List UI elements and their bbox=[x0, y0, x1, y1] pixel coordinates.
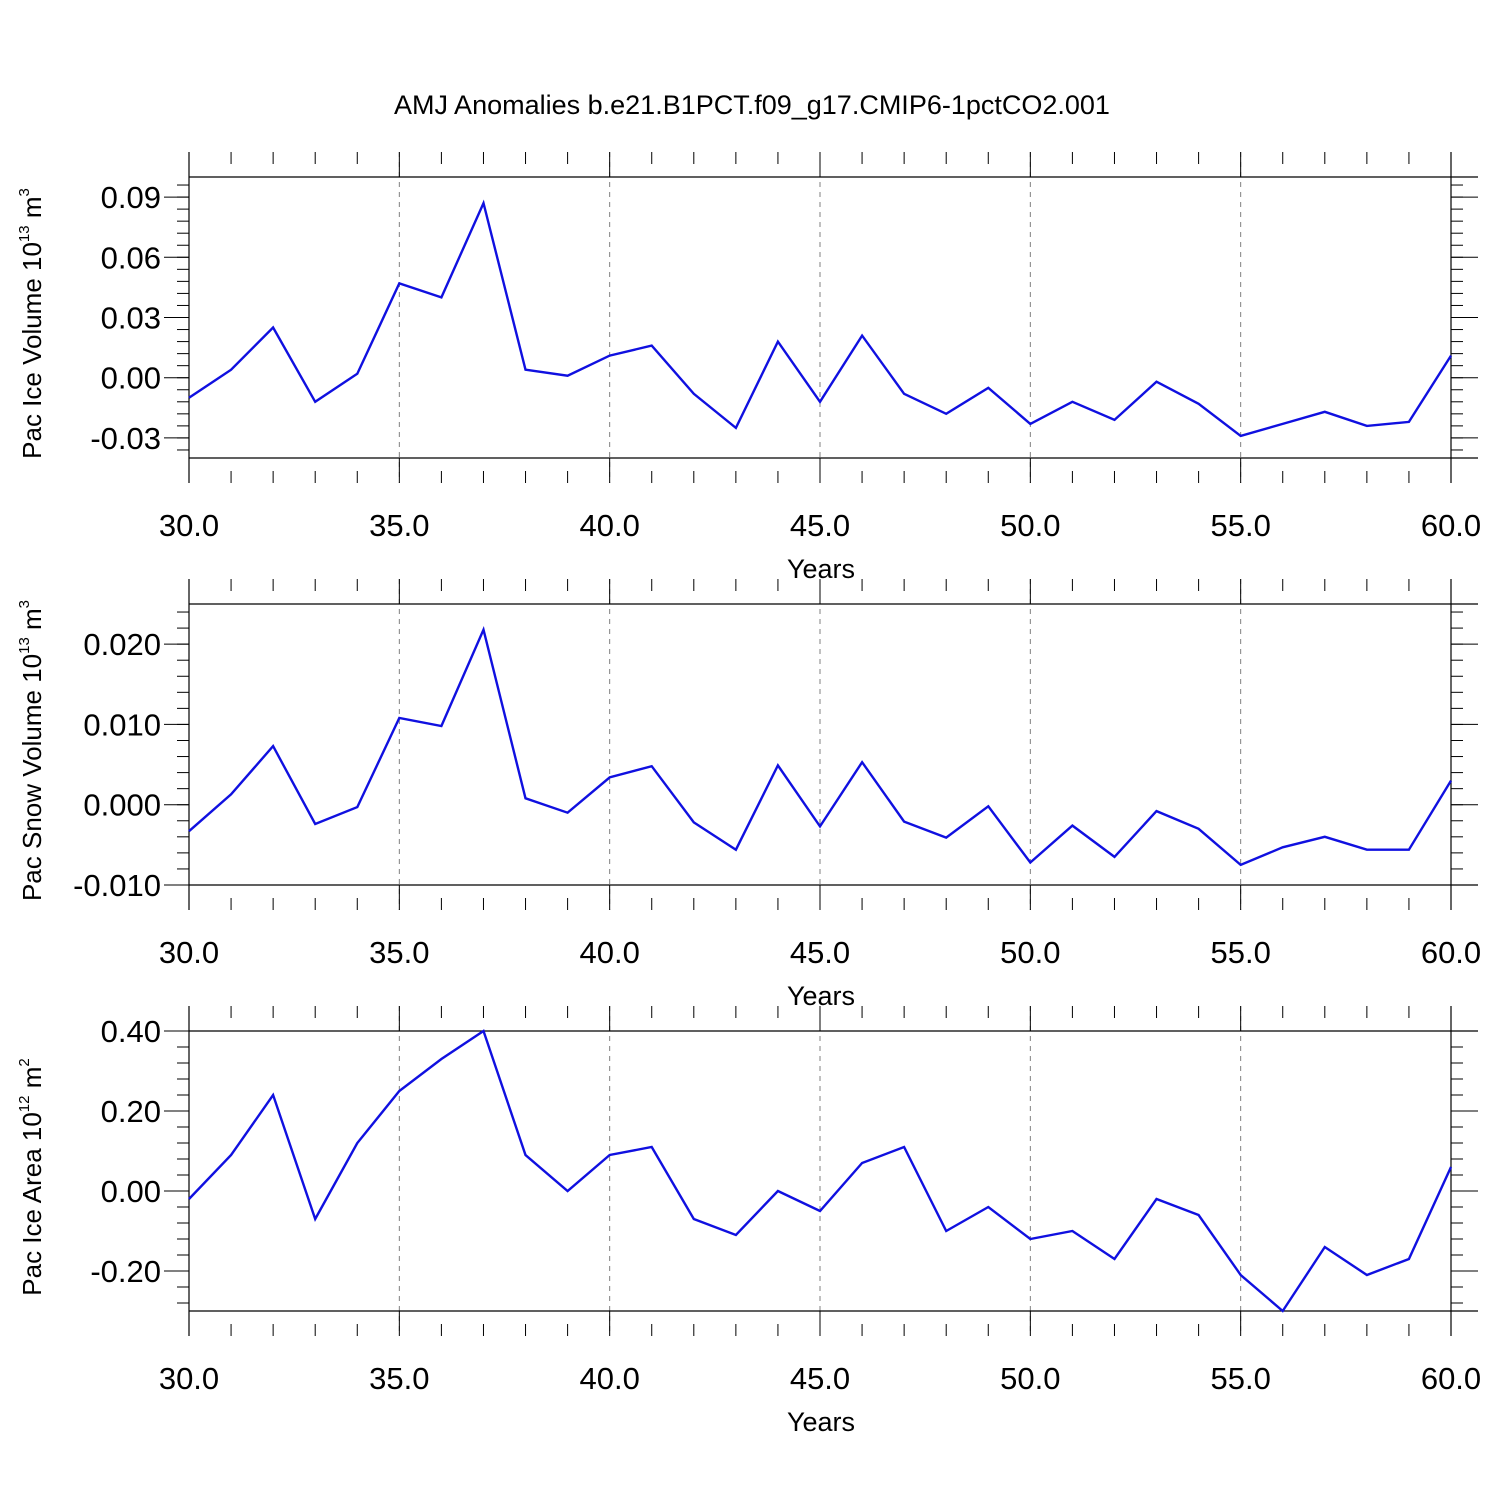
y-label-text: Pac Snow Volume 10 bbox=[17, 654, 47, 901]
x-tick-label: 35.0 bbox=[369, 935, 429, 970]
x-tick-label: 30.0 bbox=[159, 935, 219, 970]
y-label-superscript: 13 bbox=[16, 225, 33, 242]
y-label-superscript: 13 bbox=[16, 637, 33, 654]
x-tick-label: 45.0 bbox=[790, 935, 850, 970]
x-tick-label: 60.0 bbox=[1421, 935, 1481, 970]
x-tick-label: 50.0 bbox=[1000, 508, 1060, 543]
x-tick-label: 40.0 bbox=[579, 1361, 639, 1396]
y-axis-label: Pac Ice Area 1012 m2 bbox=[16, 1058, 47, 1295]
figure-title: AMJ Anomalies b.e21.B1PCT.f09_g17.CMIP6-… bbox=[394, 90, 1110, 120]
x-tick-label: 35.0 bbox=[369, 508, 429, 543]
x-axis-label: Years bbox=[787, 1407, 855, 1437]
y-tick-label: 0.20 bbox=[101, 1094, 161, 1129]
x-tick-label: 30.0 bbox=[159, 508, 219, 543]
series-line bbox=[188, 1029, 1453, 1313]
panel-3: -0.20 0.00 0.20 0.40 30.0 35.0 40.0 45.0 50.0 55.… bbox=[16, 1006, 1481, 1437]
x-axis-label: Years bbox=[787, 981, 855, 1011]
y-tick-label: -0.20 bbox=[90, 1254, 161, 1289]
x-tick-label: 35.0 bbox=[369, 1361, 429, 1396]
y-tick-label: 0.40 bbox=[101, 1014, 161, 1049]
x-tick-label: 60.0 bbox=[1421, 508, 1481, 543]
y-label-superscript: 3 bbox=[16, 188, 33, 196]
x-tick-label: 50.0 bbox=[1000, 1361, 1060, 1396]
y-tick-label: 0.010 bbox=[83, 707, 161, 742]
y-axis-label: Pac Ice Volume 1013 m3 bbox=[16, 188, 47, 459]
x-tick-label: 55.0 bbox=[1210, 1361, 1270, 1396]
x-tick-label: 30.0 bbox=[159, 1361, 219, 1396]
x-tick-label: 40.0 bbox=[579, 935, 639, 970]
y-tick-label: -0.03 bbox=[90, 421, 161, 456]
series-line bbox=[188, 199, 1453, 438]
y-label-text: Pac Ice Area 10 bbox=[17, 1112, 47, 1296]
x-axis-label: Years bbox=[787, 554, 855, 584]
x-tick-label: 60.0 bbox=[1421, 1361, 1481, 1396]
x-tick-label: 40.0 bbox=[579, 508, 639, 543]
y-label-text: m bbox=[17, 1067, 47, 1096]
y-label-superscript: 2 bbox=[16, 1058, 33, 1066]
x-tick-label: 50.0 bbox=[1000, 935, 1060, 970]
x-tick-label: 55.0 bbox=[1210, 935, 1270, 970]
x-tick-label: 55.0 bbox=[1210, 508, 1270, 543]
x-tick-label: 45.0 bbox=[790, 508, 850, 543]
y-label-text: m bbox=[17, 196, 47, 225]
panel-2: -0.010 0.000 0.010 0.020 30.0 35.0 40.0 45.0 50.… bbox=[16, 579, 1481, 1011]
y-tick-label: 0.09 bbox=[101, 180, 161, 215]
y-tick-label: 0.00 bbox=[101, 1174, 161, 1209]
y-tick-label: 0.000 bbox=[83, 788, 161, 823]
y-label-text: Pac Ice Volume 10 bbox=[17, 242, 47, 459]
series-line bbox=[188, 625, 1453, 867]
y-tick-label: -0.010 bbox=[73, 868, 161, 903]
y-tick-label: 0.020 bbox=[83, 627, 161, 662]
y-tick-label: 0.06 bbox=[101, 240, 161, 275]
y-axis-label: Pac Snow Volume 1013 m3 bbox=[16, 600, 47, 901]
y-label-text: m bbox=[17, 608, 47, 637]
panel-1: -0.03 0.00 0.03 0.06 0.09 30.0 35.0 40.0 45.0 50.… bbox=[16, 152, 1481, 584]
x-tick-label: 45.0 bbox=[790, 1361, 850, 1396]
y-label-superscript: 12 bbox=[16, 1095, 33, 1112]
y-tick-label: 0.03 bbox=[101, 301, 161, 336]
y-tick-label: 0.00 bbox=[101, 361, 161, 396]
y-label-superscript: 3 bbox=[16, 600, 33, 608]
